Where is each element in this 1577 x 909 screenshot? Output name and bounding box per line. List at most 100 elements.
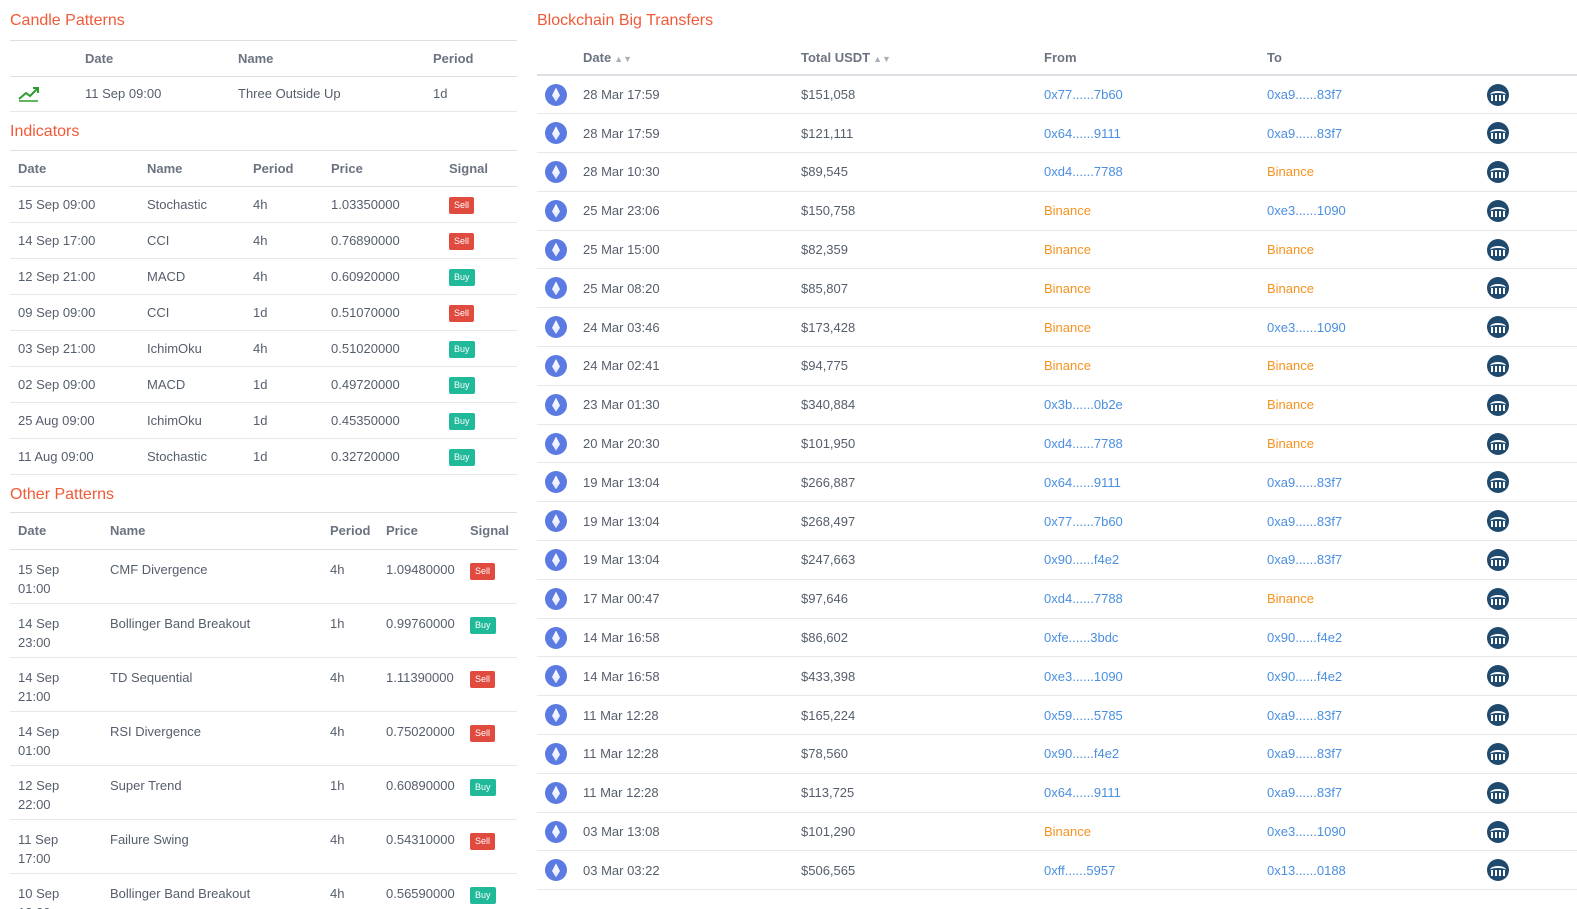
from-address-link[interactable]: 0x77......7b60 bbox=[1044, 87, 1123, 103]
table-row[interactable]: 24 Mar 02:41 $94,775 Binance Binance bbox=[537, 346, 1577, 386]
from-address-link[interactable]: 0x64......9111 bbox=[1044, 125, 1121, 141]
to-address-link[interactable]: 0xe3......1090 bbox=[1267, 203, 1346, 219]
chart-link-icon[interactable] bbox=[1487, 626, 1509, 649]
table-row[interactable]: 25 Mar 08:20 $85,807 Binance Binance bbox=[537, 268, 1577, 309]
to-address-link[interactable]: 0xa9......83f7 bbox=[1267, 746, 1343, 762]
from-address-link[interactable]: Binance bbox=[1044, 203, 1091, 219]
col-header-name[interactable]: Name bbox=[230, 41, 425, 77]
table-row[interactable]: 11 Sep 09:00 Three Outside Up 1d bbox=[10, 76, 517, 112]
chart-link-icon[interactable] bbox=[1487, 277, 1509, 300]
col-header-date[interactable]: Date bbox=[77, 41, 230, 77]
table-row[interactable]: 11 Mar 12:28 $113,725 0x64......9111 0xa9..… bbox=[537, 773, 1577, 813]
from-address-link[interactable]: 0xd4......7788 bbox=[1044, 436, 1123, 452]
col-header-signal[interactable]: Signal bbox=[441, 150, 517, 187]
to-address-link[interactable]: 0xa9......83f7 bbox=[1267, 552, 1343, 568]
to-address-link[interactable]: Binance bbox=[1267, 242, 1314, 258]
chart-link-icon[interactable] bbox=[1487, 122, 1509, 145]
table-row[interactable]: 20 Mar 20:30 $101,950 0xd4......7788 Binanc… bbox=[537, 424, 1577, 464]
table-row[interactable]: 14 Sep 21:00 TD Sequential 4h 1.11390000 Sel… bbox=[10, 657, 517, 712]
table-row[interactable]: 11 Mar 12:28 $78,560 0x90......f4e2 0xa9...… bbox=[537, 734, 1577, 774]
from-address-link[interactable]: Binance bbox=[1044, 358, 1091, 374]
to-address-link[interactable]: 0xa9......83f7 bbox=[1267, 87, 1343, 103]
chart-link-icon[interactable] bbox=[1487, 548, 1509, 571]
chart-link-icon[interactable] bbox=[1487, 471, 1509, 494]
table-row[interactable]: 15 Sep 01:00 CMF Divergence 4h 1.09480000 Se… bbox=[10, 549, 517, 604]
from-address-link[interactable]: 0x90......f4e2 bbox=[1044, 552, 1120, 568]
col-header-total-usdt[interactable]: Total USDT ▲▼ bbox=[793, 41, 1036, 76]
table-row[interactable]: 15 Sep 09:00 Stochastic 4h 1.03350000 Sell bbox=[10, 186, 517, 223]
sort-icon[interactable]: ▲▼ bbox=[873, 54, 891, 64]
chart-link-icon[interactable] bbox=[1487, 238, 1509, 261]
from-address-link[interactable]: 0xe3......1090 bbox=[1044, 668, 1123, 684]
col-header-price[interactable]: Price bbox=[323, 150, 441, 187]
col-header-date[interactable]: Date ▲▼ bbox=[575, 41, 793, 76]
chart-link-icon[interactable] bbox=[1487, 83, 1509, 106]
from-address-link[interactable]: 0x59......5785 bbox=[1044, 707, 1123, 723]
col-header-price[interactable]: Price bbox=[378, 513, 462, 550]
to-address-link[interactable]: Binance bbox=[1267, 164, 1314, 180]
chart-link-icon[interactable] bbox=[1487, 432, 1509, 455]
chart-link-icon[interactable] bbox=[1487, 393, 1509, 416]
chart-link-icon[interactable] bbox=[1487, 859, 1509, 882]
from-address-link[interactable]: Binance bbox=[1044, 280, 1091, 296]
chart-link-icon[interactable] bbox=[1487, 160, 1509, 183]
to-address-link[interactable]: Binance bbox=[1267, 280, 1314, 296]
chart-link-icon[interactable] bbox=[1487, 742, 1509, 765]
from-address-link[interactable]: 0x3b......0b2e bbox=[1044, 397, 1123, 413]
table-row[interactable]: 25 Mar 15:00 $82,359 Binance Binance bbox=[537, 230, 1577, 270]
to-address-link[interactable]: 0xa9......83f7 bbox=[1267, 707, 1343, 723]
table-row[interactable]: 11 Mar 12:28 $165,224 0x59......5785 0xa9..… bbox=[537, 695, 1577, 736]
table-row[interactable]: 14 Mar 16:58 $86,602 0xfe......3bdc 0x90...… bbox=[537, 618, 1577, 658]
chart-link-icon[interactable] bbox=[1487, 704, 1509, 727]
to-address-link[interactable]: 0x90......f4e2 bbox=[1267, 630, 1343, 646]
to-address-link[interactable]: 0xa9......83f7 bbox=[1267, 513, 1343, 529]
chart-link-icon[interactable] bbox=[1487, 354, 1509, 377]
from-address-link[interactable]: 0x64......9111 bbox=[1044, 474, 1121, 490]
table-row[interactable]: 09 Sep 09:00 CCI 1d 0.51070000 Sell bbox=[10, 294, 517, 331]
table-row[interactable]: 23 Mar 01:30 $340,884 0x3b......0b2e Binanc… bbox=[537, 385, 1577, 425]
chart-link-icon[interactable] bbox=[1487, 316, 1509, 339]
from-address-link[interactable]: 0x90......f4e2 bbox=[1044, 746, 1120, 762]
from-address-link[interactable]: 0xfe......3bdc bbox=[1044, 630, 1119, 646]
from-address-link[interactable]: Binance bbox=[1044, 242, 1091, 258]
table-row[interactable]: 19 Mar 13:04 $247,663 0x90......f4e2 0xa9..… bbox=[537, 540, 1577, 580]
table-row[interactable]: 19 Mar 13:04 $268,497 0x77......7b60 0xa9..… bbox=[537, 501, 1577, 542]
from-address-link[interactable]: 0x64......9111 bbox=[1044, 785, 1121, 801]
col-header-date[interactable]: Date bbox=[10, 150, 139, 187]
from-address-link[interactable]: Binance bbox=[1044, 824, 1091, 840]
table-row[interactable]: 03 Mar 03:22 $506,565 0xff......5957 0x13..… bbox=[537, 850, 1577, 891]
to-address-link[interactable]: 0xa9......83f7 bbox=[1267, 474, 1343, 490]
table-row[interactable]: 25 Aug 09:00 IchimOku 1d 0.45350000 Buy bbox=[10, 402, 517, 439]
chart-link-icon[interactable] bbox=[1487, 510, 1509, 533]
table-row[interactable]: 11 Aug 09:00 Stochastic 1d 0.32720000 Buy bbox=[10, 438, 517, 475]
table-row[interactable]: 14 Sep 17:00 CCI 4h 0.76890000 Sell bbox=[10, 222, 517, 259]
table-row[interactable]: 03 Mar 13:08 $101,290 Binance 0xe3......109… bbox=[537, 812, 1577, 852]
table-row[interactable]: 14 Sep 01:00 RSI Divergence 4h 0.75020000 Se… bbox=[10, 711, 517, 766]
table-row[interactable]: 28 Mar 17:59 $151,058 0x77......7b60 0xa9..… bbox=[537, 75, 1577, 115]
table-row[interactable]: 25 Mar 23:06 $150,758 Binance 0xe3......109… bbox=[537, 191, 1577, 231]
to-address-link[interactable]: 0xe3......1090 bbox=[1267, 319, 1346, 335]
to-address-link[interactable]: Binance bbox=[1267, 436, 1314, 452]
col-header-name[interactable]: Name bbox=[102, 513, 322, 550]
col-header-period[interactable]: Period bbox=[245, 150, 323, 187]
from-address-link[interactable]: 0xd4......7788 bbox=[1044, 164, 1123, 180]
table-row[interactable]: 02 Sep 09:00 MACD 1d 0.49720000 Buy bbox=[10, 366, 517, 403]
to-address-link[interactable]: 0xe3......1090 bbox=[1267, 824, 1346, 840]
chart-link-icon[interactable] bbox=[1487, 199, 1509, 222]
table-row[interactable]: 14 Sep 23:00 Bollinger Band Breakout 1h 0.9… bbox=[10, 603, 517, 658]
col-header-signal[interactable]: Signal bbox=[462, 513, 517, 550]
table-row[interactable]: 24 Mar 03:46 $173,428 Binance 0xe3......109… bbox=[537, 307, 1577, 348]
to-address-link[interactable]: Binance bbox=[1267, 397, 1314, 413]
table-row[interactable]: 12 Sep 21:00 MACD 4h 0.60920000 Buy bbox=[10, 258, 517, 295]
table-row[interactable]: 17 Mar 00:47 $97,646 0xd4......7788 Binance bbox=[537, 579, 1577, 619]
table-row[interactable]: 12 Sep 22:00 Super Trend 1h 0.60890000 Buy bbox=[10, 765, 517, 820]
to-address-link[interactable]: 0x90......f4e2 bbox=[1267, 668, 1343, 684]
chart-link-icon[interactable] bbox=[1487, 665, 1509, 688]
table-row[interactable]: 03 Sep 21:00 IchimOku 4h 0.51020000 Buy bbox=[10, 330, 517, 367]
from-address-link[interactable]: 0xd4......7788 bbox=[1044, 591, 1123, 607]
table-row[interactable]: 28 Mar 17:59 $121,111 0x64......9111 0xa9..… bbox=[537, 113, 1577, 154]
to-address-link[interactable]: Binance bbox=[1267, 358, 1314, 374]
chart-link-icon[interactable] bbox=[1487, 820, 1509, 843]
col-header-period[interactable]: Period bbox=[322, 513, 378, 550]
